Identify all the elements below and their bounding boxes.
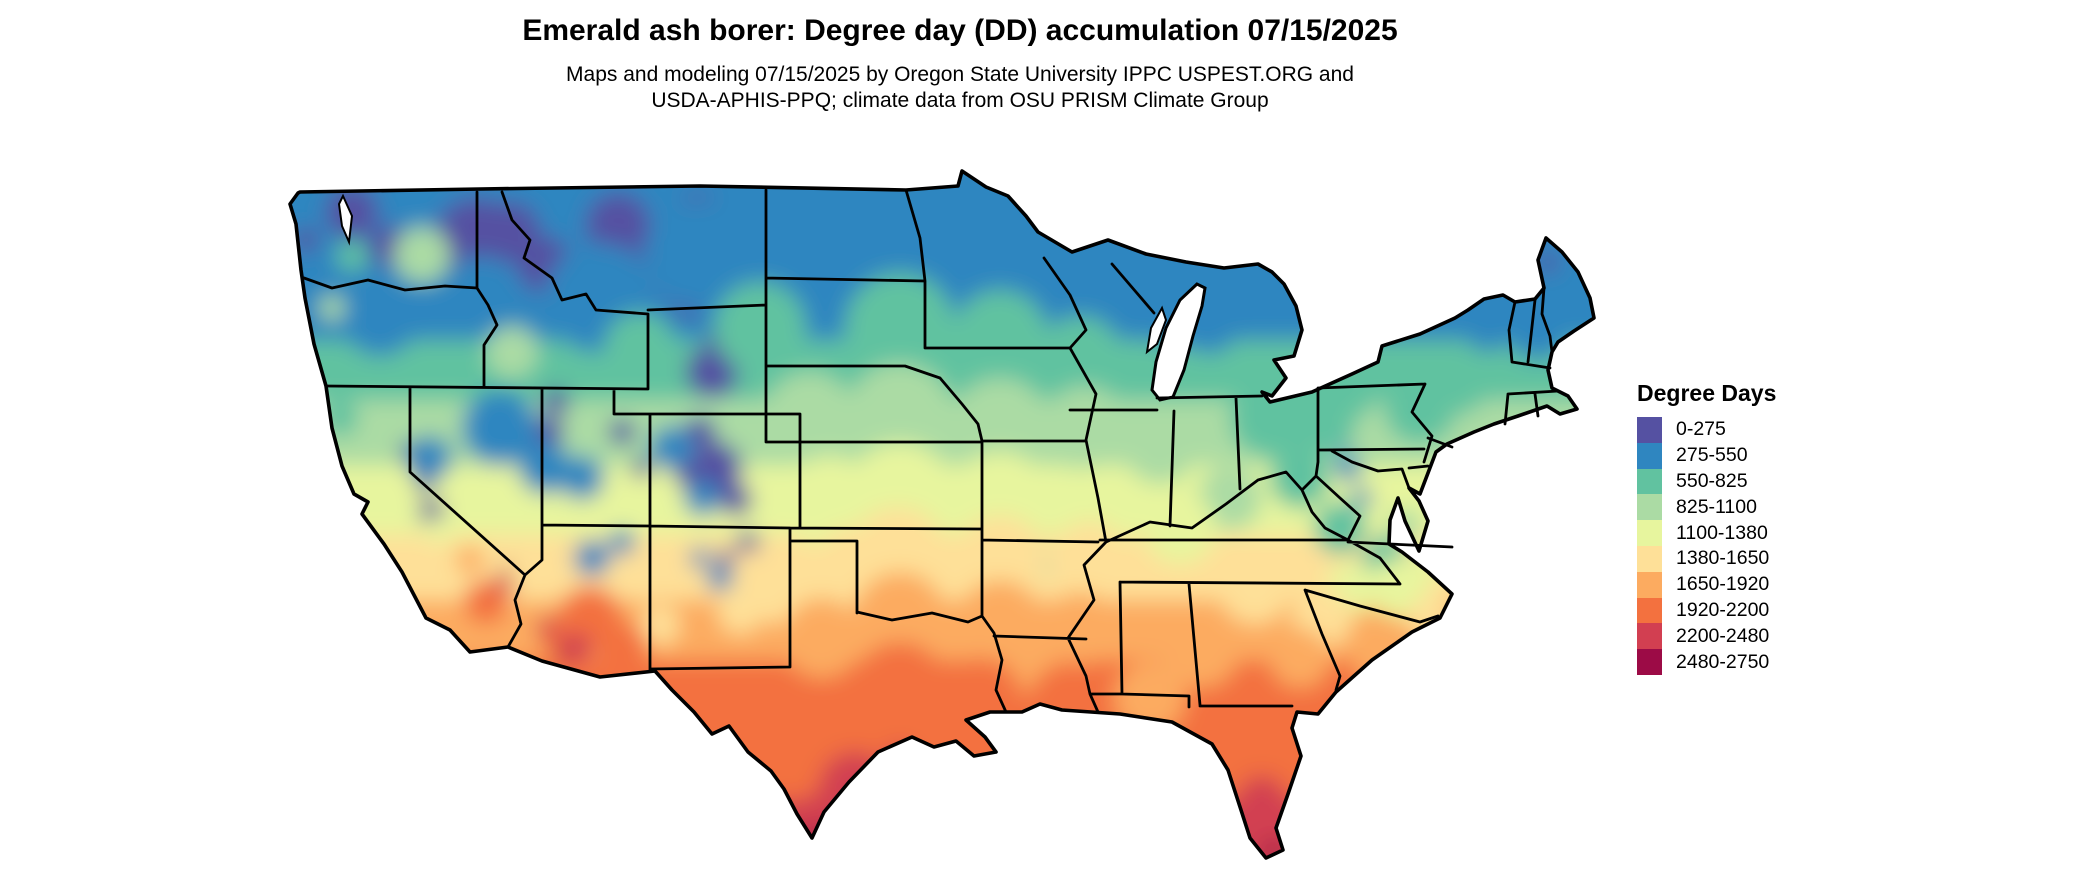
legend-row: 1380-1650 <box>1637 545 1776 572</box>
legend-swatch <box>1637 468 1662 495</box>
legend-row: 275-550 <box>1637 442 1776 469</box>
legend-row: 550-825 <box>1637 468 1776 495</box>
subtitle-line2: USDA-APHIS-PPQ; climate data from OSU PR… <box>651 89 1269 112</box>
legend-swatch <box>1637 597 1662 624</box>
legend-title: Degree Days <box>1637 380 1777 406</box>
legend-swatch <box>1637 442 1662 469</box>
legend-label: 550-825 <box>1676 469 1748 492</box>
legend-row: 2480-2750 <box>1637 649 1776 675</box>
legend-label: 1100-1380 <box>1676 521 1768 544</box>
legend-swatch <box>1637 545 1662 572</box>
us-outline <box>288 169 1596 860</box>
legend-swatch <box>1637 494 1662 521</box>
legend-row: 0-275 <box>1637 417 1776 443</box>
legend-items: 0-275 275-550 550-825 825-1100 1100-1380 1380… <box>1637 417 1776 675</box>
legend-swatch <box>1637 649 1662 675</box>
puget-sound <box>337 193 354 246</box>
legend-row: 1650-1920 <box>1637 571 1776 598</box>
legend-label: 1650-1920 <box>1676 573 1770 596</box>
legend-swatch <box>1637 417 1662 443</box>
subtitle: Maps and modeling 07/15/2025 by Oregon S… <box>60 62 1860 114</box>
legend-label: 825-1100 <box>1676 495 1757 518</box>
page-title: Emerald ash borer: Degree day (DD) accum… <box>522 14 1398 47</box>
legend-label: 2480-2750 <box>1676 650 1770 673</box>
green-bay <box>1145 305 1168 355</box>
legend-label: 1380-1650 <box>1676 547 1770 570</box>
legend-row: 1920-2200 <box>1637 597 1776 624</box>
legend-swatch <box>1637 623 1662 650</box>
legend-swatch <box>1637 520 1662 546</box>
legend-label: 2200-2480 <box>1676 624 1770 647</box>
legend-row: 1100-1380 <box>1637 520 1776 546</box>
degree-day-raster <box>290 171 1594 858</box>
legend-label: 275-550 <box>1676 444 1748 467</box>
legend-swatch <box>1637 571 1662 598</box>
legend-row: 2200-2480 <box>1637 623 1776 650</box>
legend-label: 0-275 <box>1676 418 1726 441</box>
subtitle-line1: Maps and modeling 07/15/2025 by Oregon S… <box>566 63 1354 86</box>
legend: Degree Days 0-275 275-550 550-825 825-1100 1… <box>1637 380 1776 675</box>
map-header: Emerald ash borer: Degree day (DD) accum… <box>60 14 1860 114</box>
legend-row: 825-1100 <box>1637 494 1776 521</box>
state-borders <box>302 188 1560 714</box>
legend-label: 1920-2200 <box>1676 598 1770 621</box>
